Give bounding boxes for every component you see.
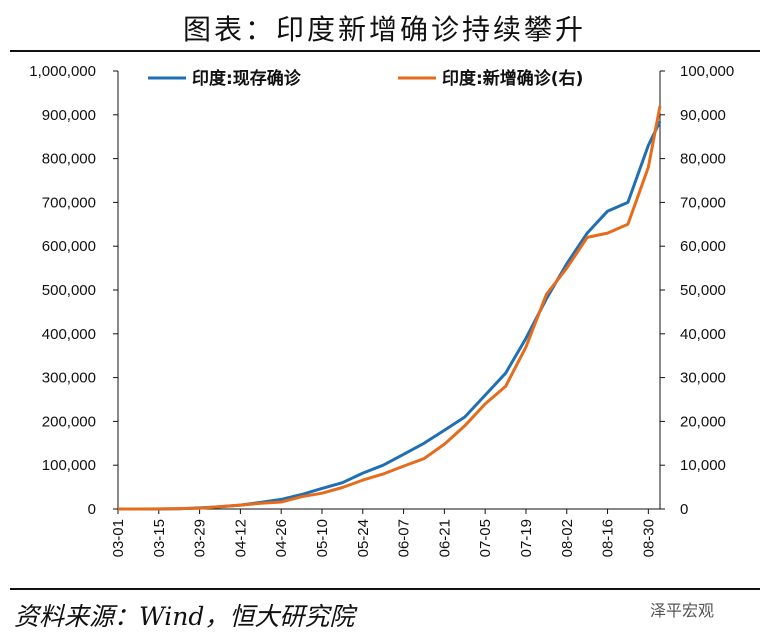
legend-label-active: 印度:现存确诊 (192, 68, 302, 89)
y-right-tick-label: 80,000 (680, 151, 726, 168)
x-tick-label: 08-16 (600, 519, 617, 557)
y-right-tick-label: 100,000 (680, 63, 734, 80)
series-line-new (118, 105, 662, 511)
x-tick-label: 03-01 (110, 519, 127, 557)
axes: 0 100,000 200,000 300,000 400,000 500,000 600,… (29, 63, 734, 557)
y-left-tick-label: 900,000 (42, 107, 96, 124)
y-right-tick-label: 70,000 (680, 194, 726, 211)
legend-label-new: 印度:新增确诊(右) (442, 68, 583, 89)
y-left-tick-label: 0 (88, 501, 96, 518)
footer-divider (10, 588, 760, 590)
x-tick-label: 06-21 (436, 519, 453, 557)
y-right-tick-label: 10,000 (680, 457, 726, 474)
x-tick-label: 06-07 (396, 519, 413, 557)
y-right-tick-label: 0 (680, 501, 688, 518)
y-right-tick-label: 90,000 (680, 107, 726, 124)
y-right-tick-label: 50,000 (680, 282, 726, 299)
y-left-tick-label: 800,000 (42, 151, 96, 168)
x-tick-label: 07-19 (518, 519, 535, 557)
x-tick-label: 05-10 (314, 519, 331, 557)
source-note: 资料来源：Wind，恒大研究院 (14, 602, 355, 631)
x-tick-label: 07-05 (477, 519, 494, 557)
brand-watermark: 泽平宏观 (650, 601, 715, 620)
x-tick-label: 08-02 (559, 519, 576, 557)
y-right-tick-label: 60,000 (680, 238, 726, 255)
x-tick-label: 03-15 (151, 519, 168, 557)
title-divider (10, 50, 760, 52)
y-left-tick-label: 700,000 (42, 194, 96, 211)
x-tick-label: 05-24 (355, 519, 372, 557)
y-left-tick-label: 100,000 (42, 457, 96, 474)
y-left-tick-label: 1,000,000 (29, 63, 96, 80)
y-left-tick-label: 300,000 (42, 370, 96, 387)
series-layer (118, 105, 662, 511)
series-line-active (118, 120, 662, 511)
chart-title: 图表：印度新增确诊持续攀升 (182, 13, 586, 46)
y-right-tick-label: 30,000 (680, 370, 726, 387)
x-tick-label: 03-29 (192, 519, 209, 557)
y-right-tick-label: 20,000 (680, 413, 726, 430)
y-left-tick-label: 400,000 (42, 326, 96, 343)
line-chart: 0 100,000 200,000 300,000 400,000 500,000 600,… (29, 63, 734, 557)
legend: 印度:现存确诊 印度:新增确诊(右) (148, 68, 583, 89)
y-right-tick-label: 40,000 (680, 326, 726, 343)
y-left-tick-label: 200,000 (42, 413, 96, 430)
x-tick-label: 04-12 (232, 519, 249, 557)
y-left-tick-label: 500,000 (42, 282, 96, 299)
y-left-tick-label: 600,000 (42, 238, 96, 255)
x-tick-label: 04-26 (273, 519, 290, 557)
x-tick-label: 08-30 (640, 519, 657, 557)
